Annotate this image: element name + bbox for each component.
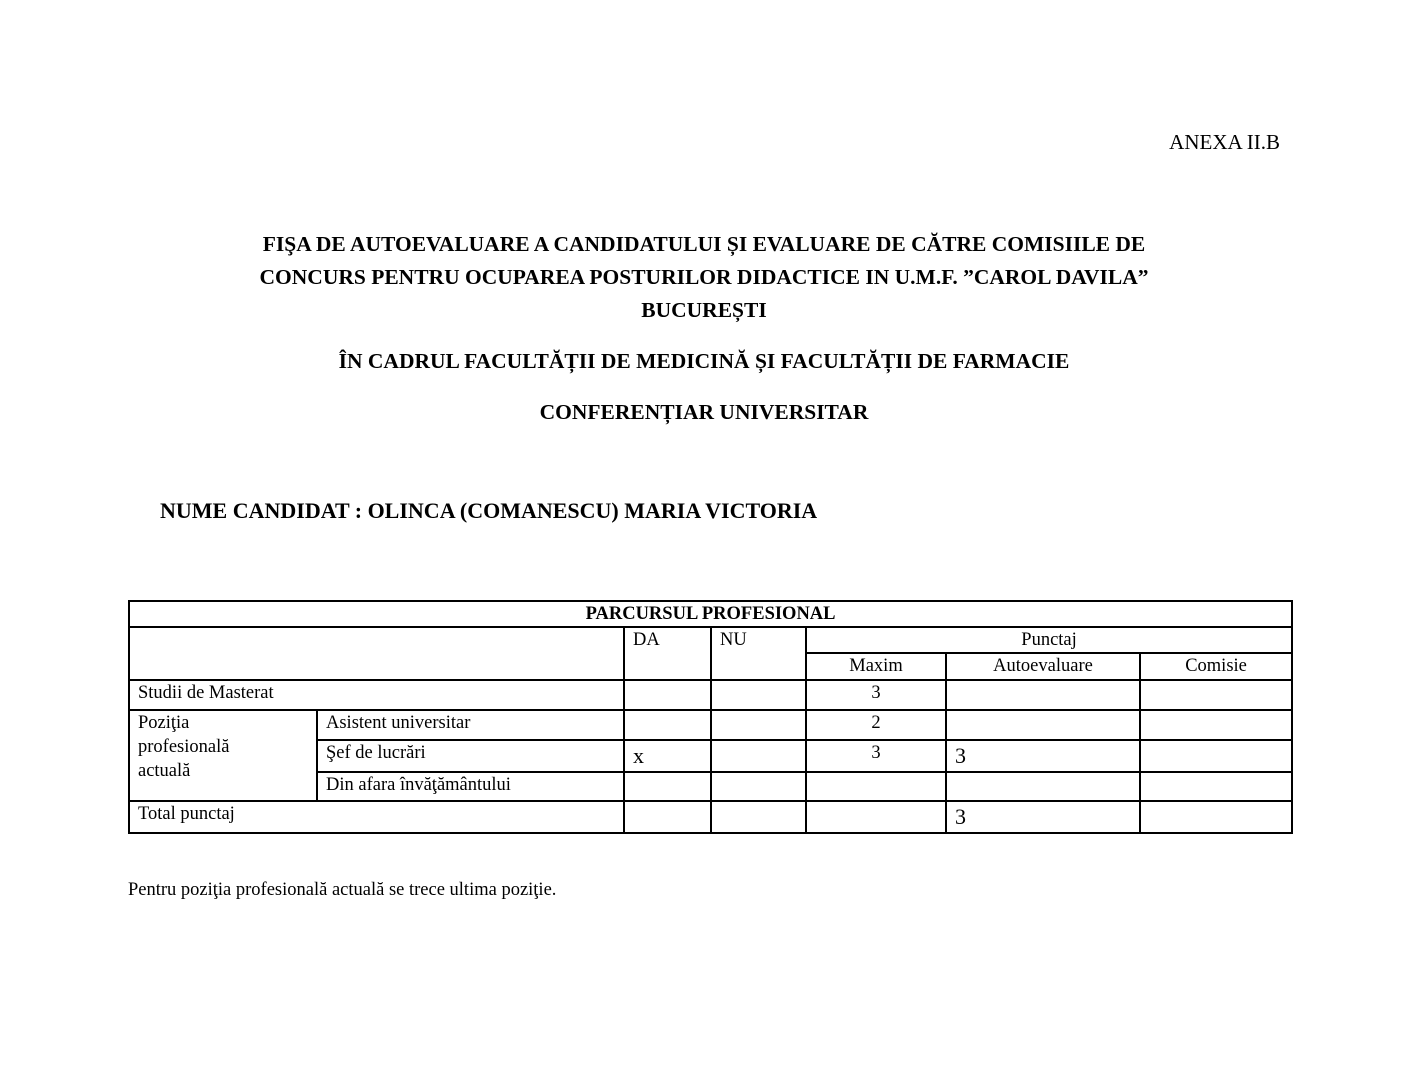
label-line: profesională: [138, 737, 230, 757]
cell-maxim: 2: [805, 709, 947, 741]
cell-da: [623, 771, 712, 802]
table-row: Poziţia profesională actuală Asistent un…: [128, 709, 1294, 802]
table-row: Şef de lucrări x 3 3: [129, 739, 1294, 773]
header-da: DA: [623, 626, 712, 681]
header-punctaj: Punctaj: [804, 626, 1294, 654]
label-line: Poziţia: [138, 713, 190, 733]
header-autoevaluare: Autoevaluare: [945, 652, 1141, 681]
annex-label: ANEXA II.B: [1169, 130, 1280, 154]
cell-maxim: 3: [805, 739, 947, 773]
total-row: Total punctaj 3: [128, 800, 1294, 834]
document-title: FIŞA DE AUTOEVALUARE A CANDIDATULUI ȘI E…: [0, 228, 1408, 327]
cell-comisie: [1138, 709, 1294, 741]
cell-nu: [710, 709, 807, 741]
title-line: BUCUREȘTI: [641, 298, 767, 322]
cell-nu: [710, 800, 807, 834]
cell-maxim: 3: [805, 679, 947, 711]
cell-auto: [945, 709, 1141, 741]
header-empty: [128, 626, 625, 681]
evaluation-table: PARCURSUL PROFESIONAL DA NU Punctaj Maxi…: [127, 600, 1294, 834]
label-line: actuală: [138, 761, 191, 781]
cell-comisie: [1138, 771, 1294, 802]
table-row: Studii de Masterat 3: [128, 679, 1294, 711]
cell-da: [623, 679, 712, 711]
header-comisie: Comisie: [1138, 652, 1294, 681]
cell-nu: [710, 739, 807, 773]
cell-auto: [945, 771, 1141, 802]
candidate-name: NUME CANDIDAT : OLINCA (COMANESCU) MARIA…: [160, 498, 818, 523]
row-label: Din afara învăţământului: [316, 771, 625, 802]
faculty-heading: ÎN CADRUL FACULTĂȚII DE MEDICINĂ ȘI FACU…: [338, 349, 1070, 373]
cell-da: x: [623, 739, 712, 773]
cell-maxim: [805, 771, 947, 802]
header-nu: NU: [710, 626, 807, 681]
cell-auto: [945, 679, 1141, 711]
row-label: Studii de Masterat: [128, 679, 625, 711]
cell-da: [623, 800, 712, 834]
footnote: Pentru poziţia profesională actuală se t…: [128, 880, 557, 900]
table-row: Din afara învăţământului: [129, 771, 1294, 802]
table-title: PARCURSUL PROFESIONAL: [127, 600, 1294, 628]
cell-auto: 3: [945, 739, 1141, 773]
title-line: FIŞA DE AUTOEVALUARE A CANDIDATULUI ȘI E…: [262, 232, 1146, 256]
total-label: Total punctaj: [128, 800, 625, 834]
cell-comisie: [1138, 800, 1294, 834]
cell-nu: [710, 771, 807, 802]
cell-comisie: [1138, 739, 1294, 773]
pozitia-label: Poziţia profesională actuală: [128, 709, 318, 802]
row-label: Şef de lucrări: [316, 739, 625, 773]
total-auto: 3: [945, 800, 1141, 834]
cell-comisie: [1138, 679, 1294, 711]
position-heading: CONFERENȚIAR UNIVERSITAR: [539, 400, 869, 424]
row-label: Asistent universitar: [316, 709, 625, 741]
title-line: CONCURS PENTRU OCUPAREA POSTURILOR DIDAC…: [259, 265, 1149, 289]
header-maxim: Maxim: [805, 652, 947, 681]
cell-da: [623, 709, 712, 741]
cell-nu: [710, 679, 807, 711]
cell-maxim: [805, 800, 947, 834]
